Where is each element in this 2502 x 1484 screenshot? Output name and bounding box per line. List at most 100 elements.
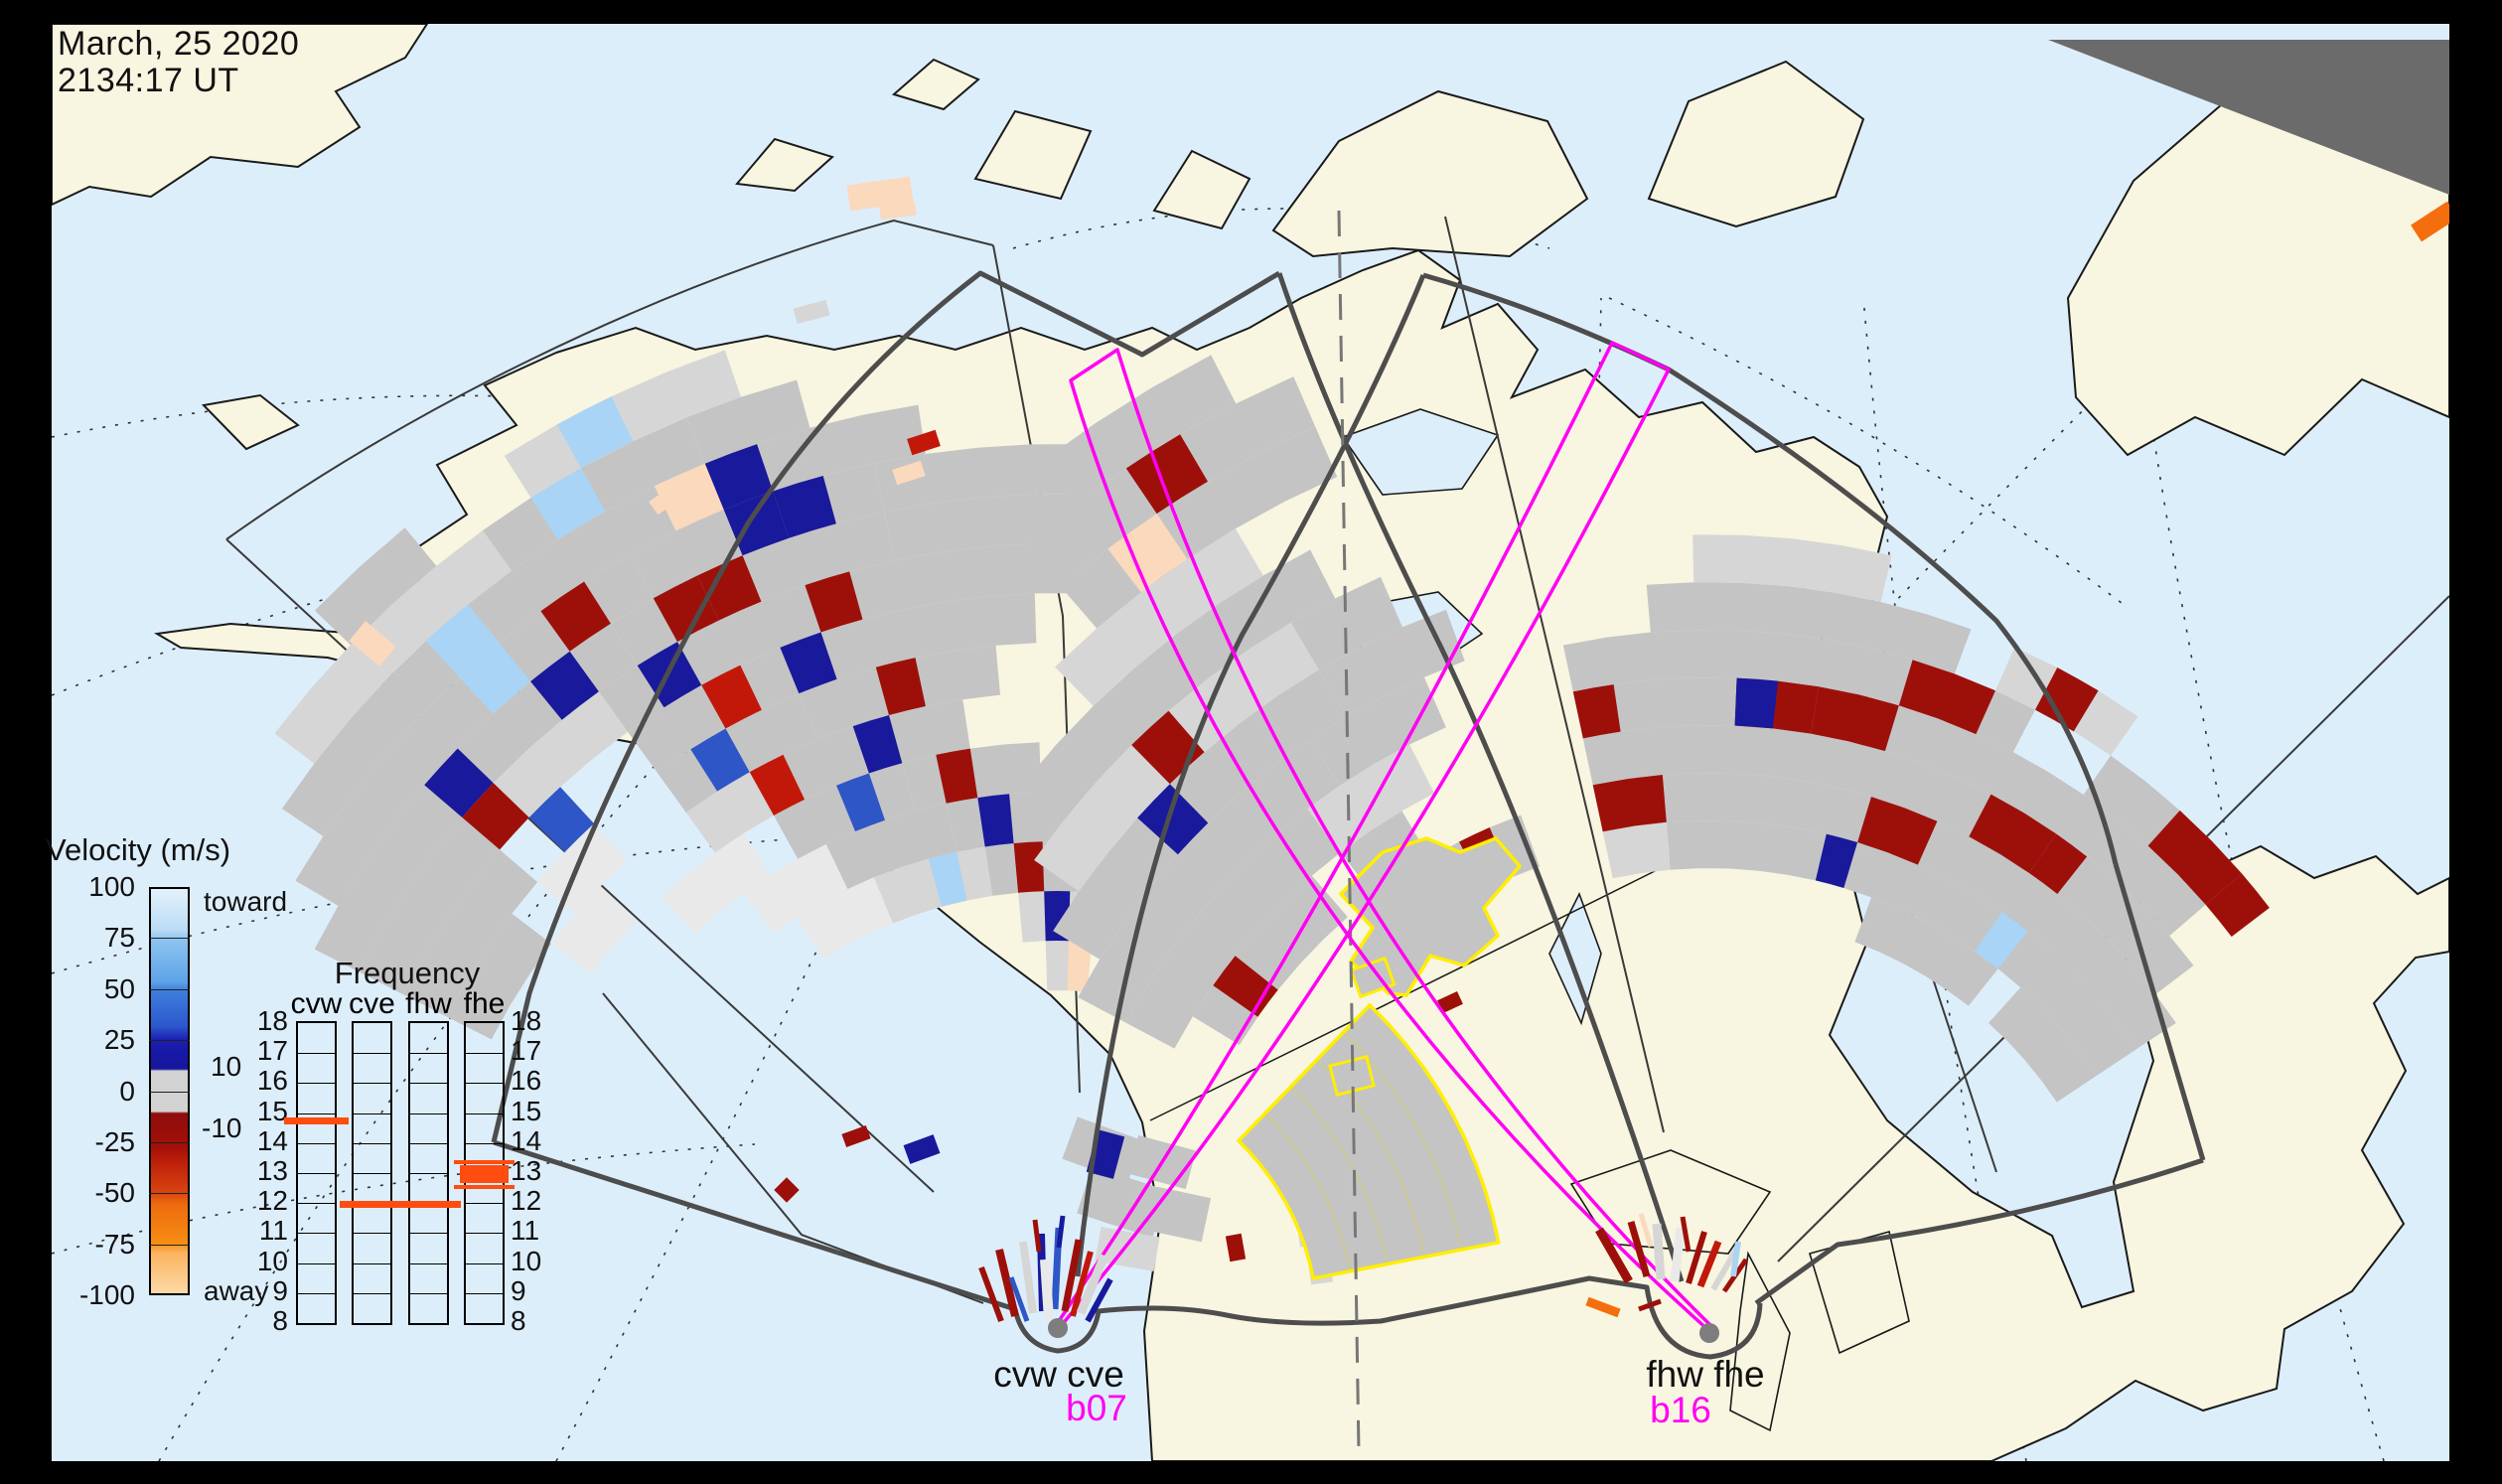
velocity-cell-run <box>1572 684 1621 739</box>
frequency-scale-label: 9 <box>272 1274 288 1306</box>
toward-label: toward <box>204 886 288 917</box>
velocity-vector <box>1686 1231 1707 1284</box>
frequency-grid-cell <box>466 1113 503 1143</box>
velocity-cell <box>2411 201 2449 242</box>
yellow-ground-scatter-wedge <box>1237 1003 1501 1280</box>
fov-thick-edge <box>491 270 1281 1143</box>
frequency-grid-cell <box>410 1023 447 1053</box>
frequency-scale-label: 13 <box>256 1155 288 1186</box>
velocity-cell-run <box>1309 676 1446 786</box>
velocity-cell-run <box>849 543 1081 620</box>
velocity-tick-label: -75 <box>94 1228 135 1260</box>
velocity-cell <box>879 201 917 221</box>
velocity-vector <box>1627 1221 1651 1277</box>
us-canada-border <box>1149 843 1709 1121</box>
velocity-cell-run <box>1107 514 1188 593</box>
yellow-wedge-gridline <box>1290 1086 1389 1264</box>
velocity-cell-run <box>685 379 810 464</box>
velocity-vector <box>1730 1241 1741 1277</box>
velocity-cell-run <box>1213 956 1278 1017</box>
frequency-grid-cell <box>410 1172 447 1203</box>
frequency-scale-label: 16 <box>256 1065 288 1097</box>
frequency-scale-label: 14 <box>256 1124 288 1156</box>
velocity-cell <box>1225 1233 1247 1262</box>
velocity-cell <box>892 460 926 486</box>
velocity-cell <box>2077 956 2134 1009</box>
velocity-cell-run <box>467 486 676 644</box>
velocity-tick-label: 75 <box>103 922 135 954</box>
velocity-cell-run <box>1137 784 1209 855</box>
fov-thick-edge <box>1075 274 1426 1277</box>
frequency-scale-label: 11 <box>258 1215 288 1247</box>
velocity-vector <box>995 1249 1019 1317</box>
fov-thick-edge <box>493 1139 1763 1360</box>
velocity-cell-run <box>2205 873 2270 937</box>
velocity-tick-label: 25 <box>103 1024 135 1056</box>
frequency-scale-label: 10 <box>256 1245 288 1276</box>
beam-number-label: b07 <box>1066 1388 1127 1428</box>
velocity-cell-run <box>653 575 719 643</box>
frequency-grid-cell <box>298 1113 335 1143</box>
radar-site-dots <box>1048 1318 1719 1343</box>
velocity-vector <box>1061 1239 1083 1312</box>
frequency-mark-wing <box>454 1160 515 1165</box>
velocity-cell-run <box>1013 841 1045 893</box>
away-label: away <box>204 1275 269 1306</box>
fov-thick-edge <box>1276 272 1685 1282</box>
velocity-cell <box>903 1134 941 1164</box>
colorbar-segment-line <box>149 988 190 990</box>
velocity-cell-run <box>1693 534 1892 602</box>
velocity-cell-run <box>1811 686 1899 752</box>
frequency-grid-cell <box>298 1292 335 1323</box>
velocity-cell-run <box>551 886 637 974</box>
frequency-scale-label: 10 <box>511 1245 542 1276</box>
graticule-line <box>1608 297 2127 607</box>
velocity-cell-run <box>2035 668 2099 732</box>
velocity-cell-run <box>873 846 993 924</box>
radar-pair-label: fhw fhe <box>1646 1354 1764 1395</box>
velocity-tick-label: -50 <box>94 1177 135 1209</box>
yellow-wedge-gridline <box>1264 1113 1351 1271</box>
frequency-grid-cell <box>466 1292 503 1323</box>
velocity-cell-run <box>1854 897 1998 1006</box>
velocity-cell <box>793 299 830 325</box>
velocity-cell <box>841 1124 871 1148</box>
velocity-cell-run <box>281 604 500 836</box>
velocity-legend-title: Velocity (m/s) <box>46 832 231 867</box>
velocity-cell-run <box>654 463 724 531</box>
velocity-cell-run <box>1602 821 1671 879</box>
velocity-cell-run <box>1562 630 2035 753</box>
velocity-cell-run <box>852 715 903 774</box>
graticule-line <box>555 555 1004 1461</box>
velocity-cell-run <box>556 396 634 469</box>
velocity-cell-run <box>2028 833 2088 894</box>
frequency-grid-cell <box>410 1262 447 1293</box>
colorbar-segment-line <box>149 1141 190 1143</box>
frequency-grid-cell <box>354 1172 390 1203</box>
night-terminator-wedge <box>2048 40 2449 195</box>
graticule-line <box>52 1143 756 1255</box>
frequency-scale-label: 8 <box>272 1305 288 1336</box>
frequency-column-label: fhw <box>405 987 452 1020</box>
velocity-vector <box>1670 1227 1686 1282</box>
velocity-cell <box>1437 991 1463 1013</box>
frequency-grid-cell <box>354 1142 390 1173</box>
great-lake-outline <box>1729 1251 1791 1432</box>
velocity-cell-run <box>1125 809 1341 1049</box>
frequency-grid-cell <box>298 1053 335 1083</box>
velocity-vector <box>1585 1296 1621 1318</box>
velocity-vector <box>1019 1241 1037 1314</box>
frequency-grid-cell <box>354 1053 390 1083</box>
velocity-tick-label: -25 <box>94 1125 135 1157</box>
frequency-grid-cell <box>410 1142 447 1173</box>
frequency-grid-cell <box>466 1233 503 1262</box>
velocity-vector <box>1638 1213 1654 1248</box>
colorbar-segment-line <box>149 938 190 940</box>
velocity-vector <box>1032 1219 1042 1253</box>
velocity-vector <box>1070 1251 1094 1317</box>
velocity-cell-run <box>1815 833 1858 888</box>
datetime-stamp: March, 25 2020 2134:17 UT <box>58 26 299 99</box>
graticule-line <box>52 394 537 438</box>
inner-neg-label: -10 <box>202 1113 242 1143</box>
